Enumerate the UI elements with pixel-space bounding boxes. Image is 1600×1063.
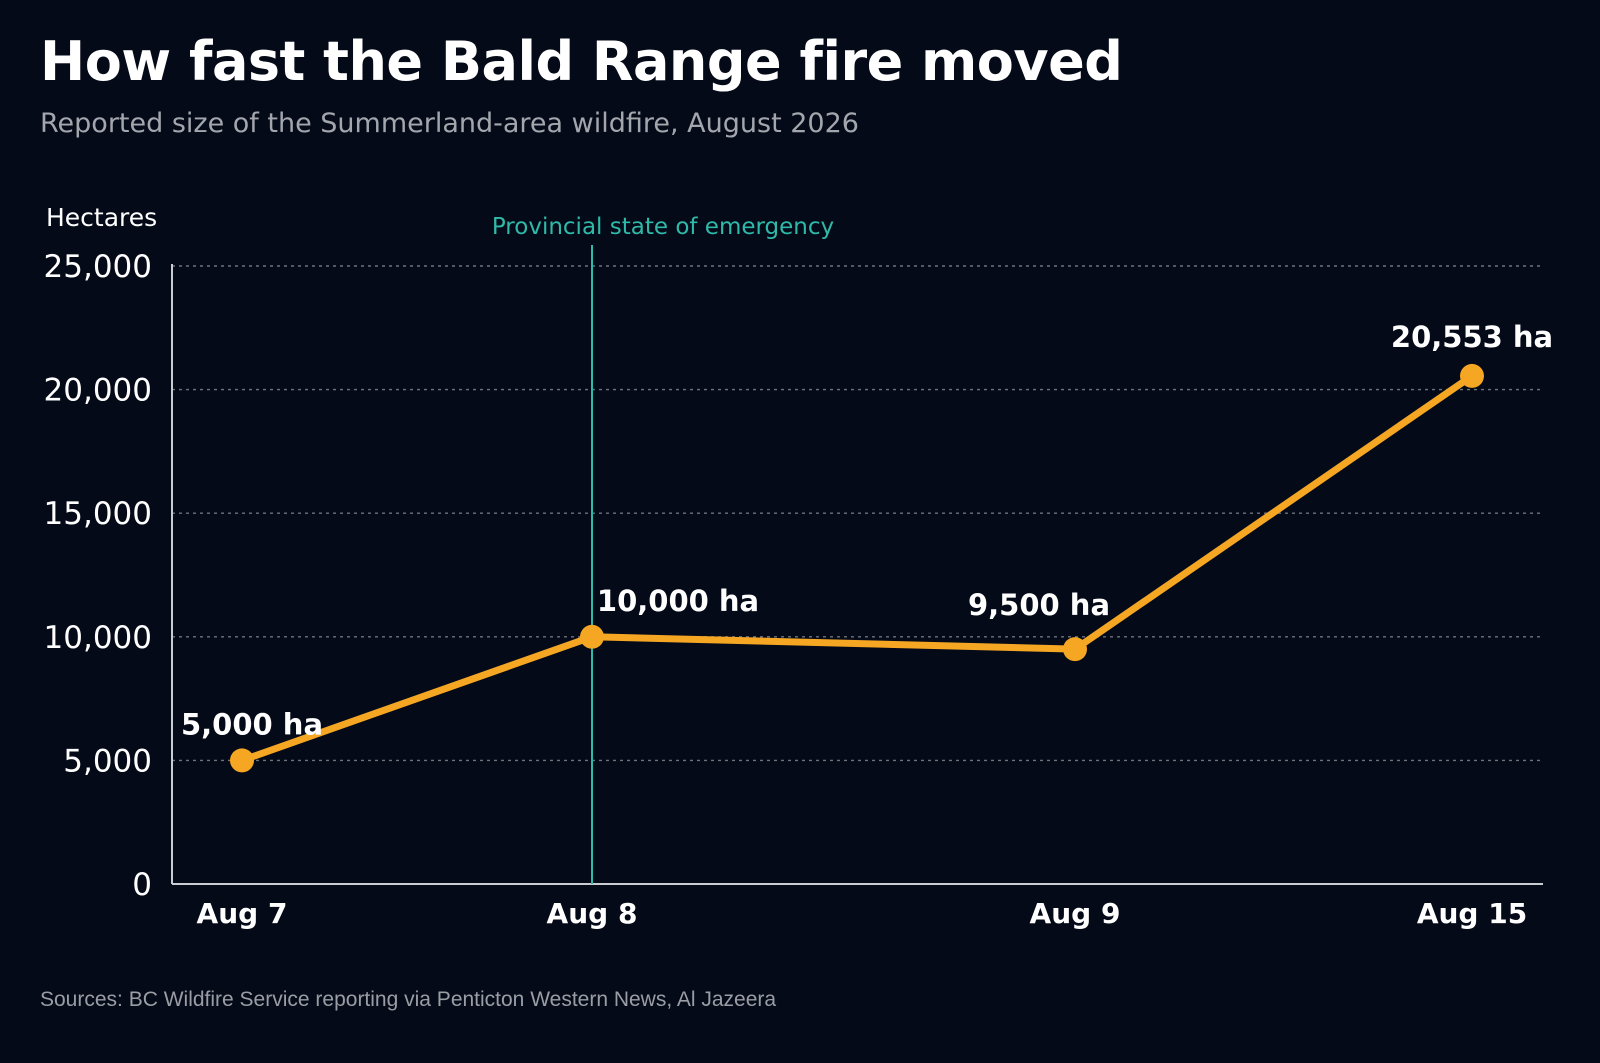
x-tick-label: Aug 7	[197, 897, 288, 930]
page-title: How fast the Bald Range fire moved	[40, 30, 1123, 93]
y-tick-label: 25,000	[44, 249, 152, 285]
y-tick-label: 5,000	[63, 743, 152, 779]
y-axis-title: Hectares	[46, 203, 157, 232]
x-tick-label: Aug 8	[547, 897, 638, 930]
data-labels: 5,000 ha 10,000 ha 9,500 ha 20,553 ha	[181, 320, 1553, 741]
page-subtitle: Reported size of the Summerland-area wil…	[40, 108, 859, 139]
series-line	[238, 372, 1476, 764]
y-tick-label: 15,000	[44, 496, 152, 532]
series-layer	[230, 363, 1484, 773]
data-label: 5,000 ha	[181, 707, 323, 741]
data-label: 20,553 ha	[1391, 320, 1553, 354]
data-point	[1460, 363, 1484, 388]
data-label: 10,000 ha	[597, 584, 759, 618]
gridlines	[172, 265, 1543, 762]
axes: Hectares 0 5,000 10,000 15,000 20,000 25,000 Au…	[44, 203, 1543, 930]
data-label: 9,500 ha	[968, 588, 1110, 622]
y-tick-label: 10,000	[44, 620, 152, 656]
data-point	[230, 748, 254, 773]
y-tick-label: 20,000	[44, 373, 152, 409]
data-point	[1063, 637, 1087, 662]
y-tick-label: 0	[132, 867, 152, 903]
source-note: Sources: BC Wildfire Service reporting v…	[40, 988, 777, 1011]
x-tick-label: Aug 15	[1417, 897, 1527, 930]
data-point	[580, 624, 604, 649]
annotation-label: Provincial state of emergency	[492, 214, 834, 240]
x-tick-label: Aug 9	[1030, 897, 1121, 930]
annotation-layer: Provincial state of emergency	[492, 214, 834, 884]
